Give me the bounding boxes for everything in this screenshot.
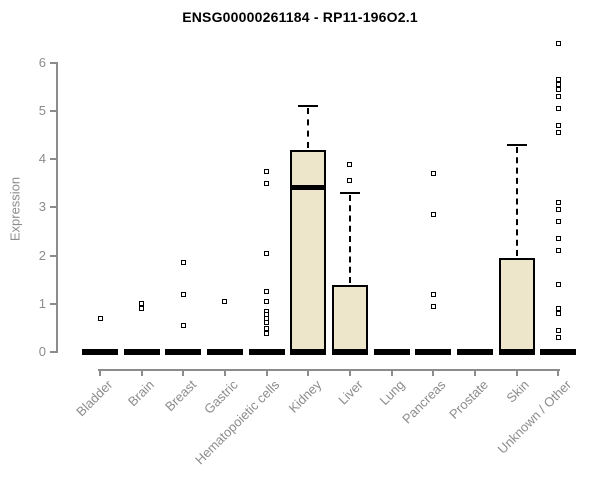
outlier-point <box>180 260 186 266</box>
zero-bar <box>456 349 493 355</box>
y-tick-label: 3 <box>38 199 46 215</box>
outlier-point <box>430 212 436 218</box>
y-tick-label: 2 <box>38 247 46 263</box>
box-median <box>290 185 327 191</box>
x-tick <box>223 370 226 376</box>
outlier-point <box>555 306 561 312</box>
zero-bar <box>248 349 285 355</box>
zero-bar <box>290 349 327 355</box>
outlier-point <box>180 291 186 297</box>
outlier-point <box>347 161 353 167</box>
outlier-point <box>555 207 561 213</box>
y-tick-label: 1 <box>38 295 46 311</box>
outlier-point <box>264 168 270 174</box>
x-tick <box>473 370 476 376</box>
chart-title: ENSG00000261184 - RP11-196O2.1 <box>182 9 418 25</box>
outlier-point <box>555 41 561 47</box>
outlier-point <box>555 327 561 333</box>
x-tick <box>182 370 185 376</box>
x-tick <box>557 370 560 376</box>
outlier-point <box>264 180 270 186</box>
zero-bar <box>498 349 535 355</box>
outlier-point <box>555 282 561 288</box>
outlier-point <box>180 323 186 328</box>
outlier-point <box>139 306 145 312</box>
outlier-point <box>264 326 270 332</box>
y-tick <box>50 302 56 305</box>
outlier-point <box>555 77 561 83</box>
y-tick <box>50 110 56 113</box>
outlier-point <box>430 291 436 297</box>
outlier-point <box>139 301 145 307</box>
outlier-point <box>555 236 561 242</box>
x-tick <box>307 370 310 376</box>
zero-bar <box>331 349 368 355</box>
outlier-point <box>347 178 353 184</box>
x-tick <box>348 370 351 376</box>
box <box>290 149 327 354</box>
x-tick <box>432 370 435 376</box>
x-tick <box>265 370 268 376</box>
y-tick <box>50 351 56 353</box>
outlier-point <box>555 82 561 88</box>
outlier-point <box>555 123 561 129</box>
outlier-point <box>555 219 561 225</box>
y-tick-label: 5 <box>38 103 46 119</box>
outlier-point <box>430 303 436 309</box>
outlier-point <box>264 289 270 295</box>
zero-bar <box>415 349 452 355</box>
x-tick <box>99 370 101 376</box>
box-whisker <box>348 195 351 283</box>
x-tick <box>140 370 143 376</box>
y-axis-line <box>56 62 58 353</box>
zero-bar <box>373 349 410 355</box>
y-tick-label: 0 <box>38 344 46 359</box>
outlier-point <box>555 310 561 316</box>
outlier-point <box>555 86 561 92</box>
outlier-point <box>264 250 270 256</box>
y-tick-label: 6 <box>38 54 46 70</box>
zero-bar <box>123 349 160 355</box>
y-tick <box>50 206 56 209</box>
zero-bar <box>540 349 577 355</box>
y-tick <box>50 61 56 64</box>
outlier-point <box>97 315 103 321</box>
box <box>331 284 368 354</box>
box <box>498 258 535 354</box>
outlier-point <box>555 130 561 136</box>
whisker-cap <box>298 105 319 108</box>
outlier-point <box>555 248 561 254</box>
zero-bar <box>206 349 243 355</box>
outlier-point <box>264 319 270 325</box>
zero-bar <box>82 349 118 355</box>
whisker-cap <box>506 143 527 146</box>
outlier-point <box>555 335 561 341</box>
y-tick-label: 4 <box>38 151 46 167</box>
zero-bar <box>165 349 202 355</box>
x-tick <box>515 370 518 376</box>
outlier-point <box>222 298 228 304</box>
box-whisker <box>515 146 518 257</box>
outlier-point <box>264 331 270 337</box>
outlier-point <box>264 298 270 304</box>
x-axis-line <box>98 369 560 371</box>
outlier-point <box>430 171 436 177</box>
outlier-point <box>555 94 561 100</box>
outlier-point <box>555 200 561 206</box>
x-tick <box>390 370 393 376</box>
outlier-point <box>555 106 561 112</box>
whisker-cap <box>339 192 360 195</box>
y-tick <box>50 254 56 257</box>
box-whisker <box>307 108 310 148</box>
y-tick <box>50 158 56 161</box>
